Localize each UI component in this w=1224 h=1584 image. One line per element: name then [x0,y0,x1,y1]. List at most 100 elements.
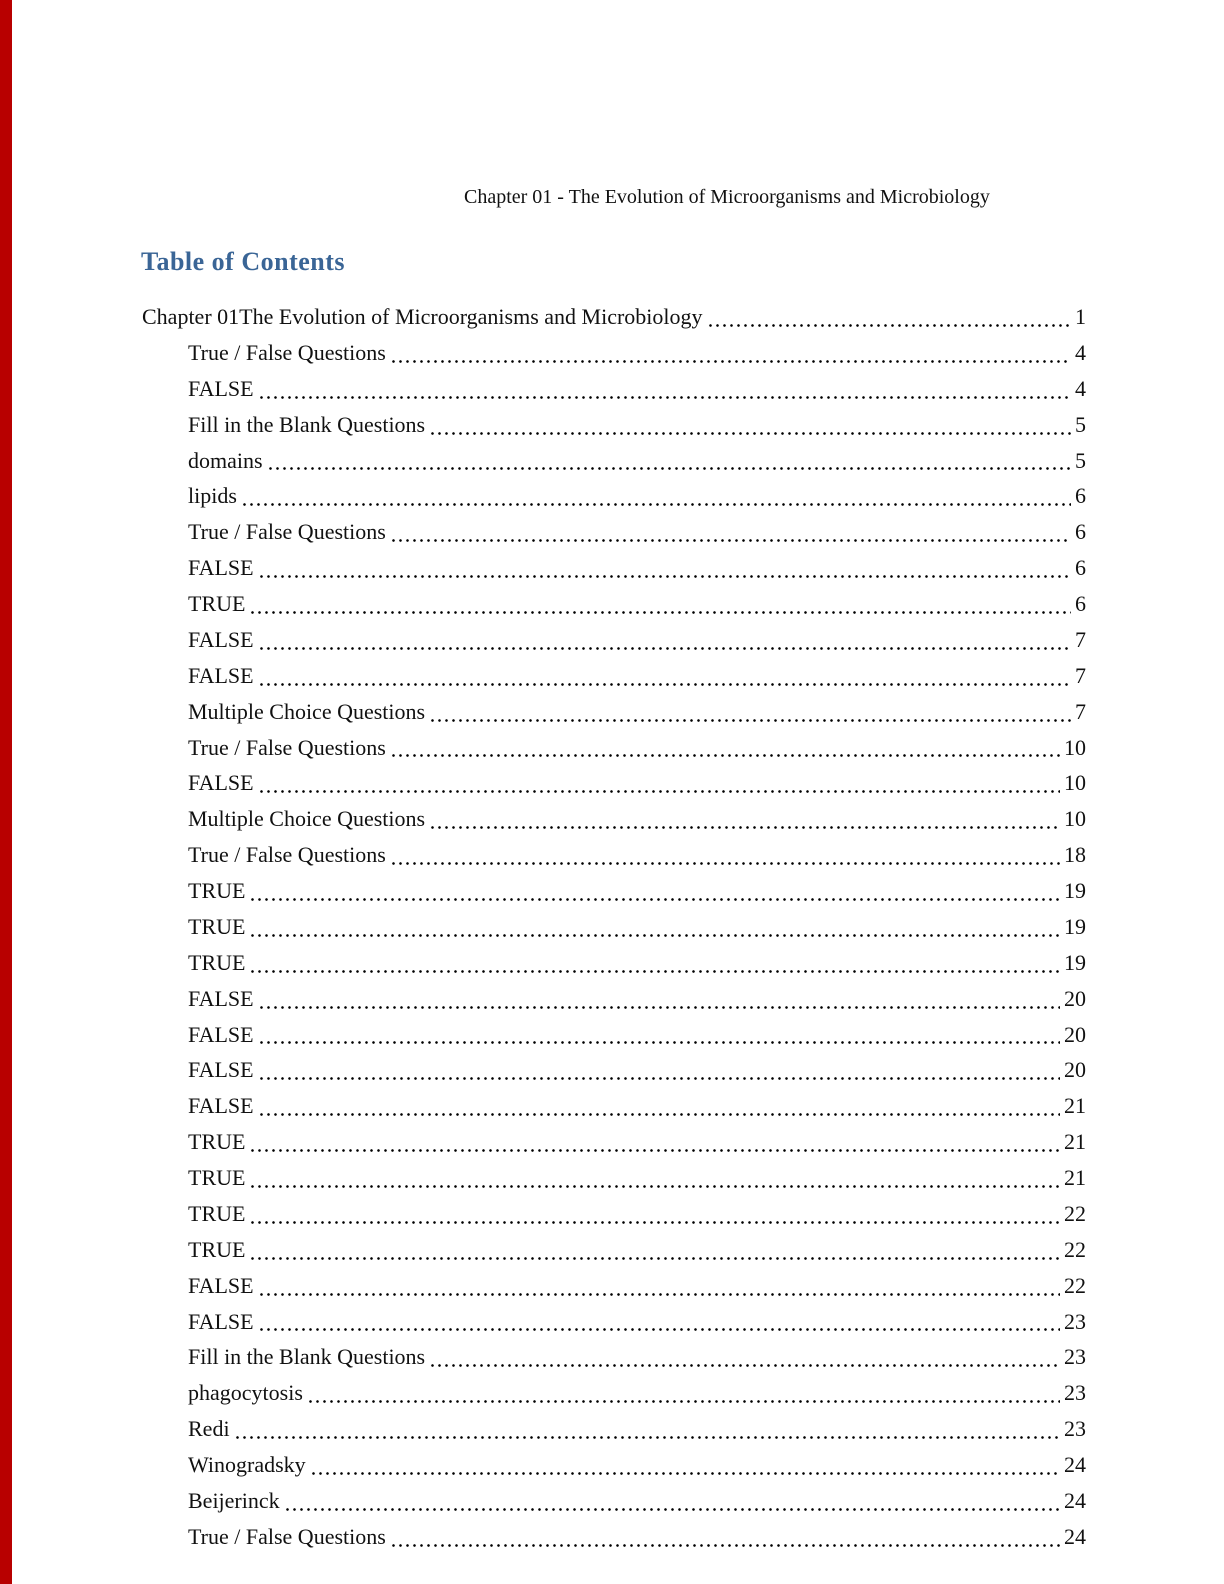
toc-entry-label: lipids [188,483,237,509]
toc-entry-page-number: 22 [1064,1200,1086,1226]
dot-leader [429,718,1071,722]
dot-leader [249,1184,1060,1188]
toc-entry-page-number: 22 [1064,1272,1086,1298]
toc-entry[interactable]: FALSE 6 [142,550,1086,586]
toc-entry-page-number: 5 [1075,447,1086,473]
toc-entry-page-number: 5 [1075,411,1086,437]
toc-entry-label: True / False Questions [188,519,386,545]
toc-entry-page-number: 24 [1064,1487,1086,1513]
toc-entry[interactable]: TRUE 6 [142,586,1086,622]
toc-entry[interactable]: phagocytosis 23 [142,1375,1086,1411]
toc-entry-page-number: 6 [1075,555,1086,581]
dot-leader [429,1364,1060,1368]
toc-entry[interactable]: TRUE 19 [142,873,1086,909]
toc-entry[interactable]: FALSE 20 [142,981,1086,1017]
dot-leader [249,610,1071,614]
toc-entry-label: TRUE [188,1165,246,1190]
dot-leader [389,1543,1060,1547]
toc-entry[interactable]: True / False Questions 6 [142,514,1086,550]
table-of-contents: Chapter 01The Evolution of Microorganism… [142,299,1086,1555]
toc-entry-page-number: 23 [1064,1380,1086,1406]
toc-entry-label: True / False Questions [188,1523,386,1549]
toc-entry-label: phagocytosis [188,1380,303,1406]
toc-entry-label: Redi [188,1416,230,1442]
toc-entry[interactable]: Fill in the Blank Questions 23 [142,1339,1086,1375]
toc-entry-label: TRUE [188,1129,246,1155]
toc-entry-page-number: 22 [1064,1236,1086,1262]
toc-entry-label: TRUE [188,913,246,939]
toc-entry-page-number: 7 [1075,662,1086,688]
toc-entry[interactable]: TRUE 19 [142,945,1086,981]
toc-entry[interactable]: True / False Questions 24 [142,1519,1086,1555]
toc-entry-label: Beijerinck [188,1487,280,1513]
toc-entry-page-number: 6 [1075,519,1086,545]
toc-entry[interactable]: FALSE 21 [142,1088,1086,1124]
toc-entry[interactable]: FALSE 10 [142,765,1086,801]
toc-entry[interactable]: Winogradsky 24 [142,1447,1086,1483]
toc-entry[interactable]: FALSE 4 [142,371,1086,407]
dot-leader [257,1005,1060,1009]
dot-leader [389,754,1060,758]
toc-entry[interactable]: FALSE 20 [142,1052,1086,1088]
toc-entry-page-number: 4 [1075,375,1086,401]
toc-entry[interactable]: TRUE 21 [142,1160,1086,1196]
dot-leader [429,826,1060,830]
toc-entry[interactable]: FALSE 22 [142,1268,1086,1304]
dot-leader [306,1400,1060,1404]
dot-leader [389,539,1071,543]
toc-entry[interactable]: FALSE 20 [142,1017,1086,1053]
toc-entry[interactable]: domains 5 [142,443,1086,479]
toc-entry[interactable]: TRUE 22 [142,1232,1086,1268]
toc-entry-page-number: 20 [1064,1057,1086,1083]
toc-entry-label: TRUE [188,1236,246,1262]
toc-entry[interactable]: Multiple Choice Questions 7 [142,694,1086,730]
toc-entry-page-number: 21 [1064,1129,1086,1155]
dot-leader [257,1041,1060,1045]
toc-entry-page-number: 21 [1064,1165,1086,1190]
toc-entry-label: FALSE [188,1308,254,1334]
toc-entry-label: True / False Questions [188,339,386,365]
toc-entry-page-number: 7 [1075,698,1086,724]
toc-entry-page-number: 6 [1075,591,1086,616]
toc-entry-label: TRUE [188,878,246,903]
toc-entry[interactable]: FALSE 7 [142,622,1086,658]
toc-entry[interactable]: True / False Questions 18 [142,837,1086,873]
toc-entry[interactable]: TRUE 19 [142,909,1086,945]
toc-entry-label: True / False Questions [188,842,386,868]
toc-entry[interactable]: Chapter 01The Evolution of Microorganism… [142,299,1086,335]
toc-entry[interactable]: FALSE 23 [142,1304,1086,1340]
dot-leader [389,359,1071,363]
toc-entry[interactable]: lipids 6 [142,478,1086,514]
dot-leader [389,862,1060,865]
dot-leader [257,1328,1060,1332]
dot-leader [257,646,1071,650]
dot-leader [249,1220,1060,1224]
dot-leader [257,395,1071,399]
toc-entry-label: FALSE [188,770,254,796]
dot-leader [249,1256,1060,1260]
toc-entry-label: FALSE [188,626,254,652]
dot-leader [429,431,1071,435]
toc-entry[interactable]: Redi 23 [142,1411,1086,1447]
toc-entry[interactable]: TRUE 21 [142,1124,1086,1160]
dot-leader [249,933,1060,937]
toc-entry[interactable]: Fill in the Blank Questions 5 [142,407,1086,443]
dot-leader [309,1471,1060,1475]
toc-entry-page-number: 23 [1064,1416,1086,1442]
toc-entry[interactable]: True / False Questions 10 [142,730,1086,766]
toc-entry[interactable]: TRUE 22 [142,1196,1086,1232]
toc-entry-label: FALSE [188,1272,254,1298]
toc-entry-label: Winogradsky [188,1452,306,1477]
toc-entry-page-number: 24 [1064,1452,1086,1477]
dot-leader [257,1077,1060,1081]
toc-entry[interactable]: Beijerinck 24 [142,1483,1086,1519]
toc-entry[interactable]: True / False Questions 4 [142,335,1086,371]
toc-entry-page-number: 10 [1064,806,1086,832]
toc-entry[interactable]: Multiple Choice Questions 10 [142,801,1086,837]
dot-leader [257,1113,1060,1117]
toc-entry[interactable]: FALSE 7 [142,658,1086,694]
toc-entry-label: TRUE [188,591,246,616]
toc-entry-label: domains [188,447,263,473]
toc-entry-page-number: 19 [1064,949,1086,975]
toc-entry-label: FALSE [188,375,254,401]
